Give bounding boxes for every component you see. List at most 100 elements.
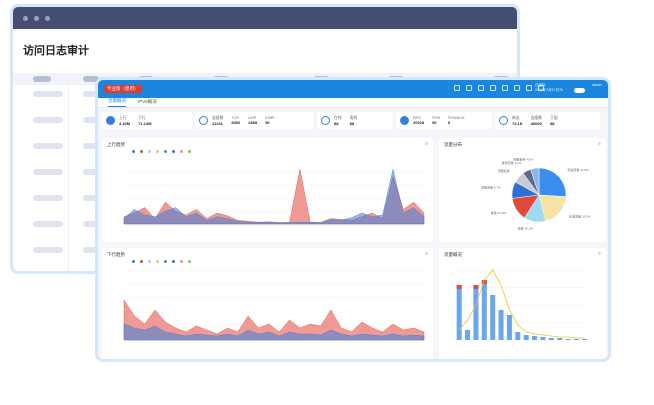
tab-ipv6-overview[interactable]: IPV6概况 [138,99,157,104]
user-icon [321,116,330,125]
bar[interactable] [473,285,479,340]
window-dot-icon[interactable] [34,15,39,21]
panel-menu-icon[interactable]: ≡ [598,141,601,147]
stat-item: 新连 74.1K [512,116,523,126]
code-icon[interactable] [526,85,532,91]
lightning-icon[interactable] [538,85,544,91]
stat-card: 上行 4.33M 下行 71.13M [102,112,192,129]
bar[interactable] [498,310,504,340]
bar[interactable] [532,336,538,340]
series-area [123,169,425,225]
settings-icon[interactable] [514,85,520,91]
legend-swatch[interactable] [148,150,151,153]
panel-title: 下行趋势 [107,252,125,257]
theme-toggle[interactable] [574,88,585,93]
table-row-placeholder [33,117,63,123]
bar-top-segment [481,280,487,284]
traffic-share-pie: 高速流量 22.5% 标准流量 18.3% 流量 19.1% 其他 12.9% 流量流量… [481,156,591,231]
panel-menu-icon[interactable]: ≡ [425,141,428,147]
legend-swatch[interactable] [156,260,159,263]
legend-swatch[interactable] [156,150,159,153]
window-dot-icon[interactable] [45,15,50,21]
table-row-placeholder [33,221,63,227]
bar[interactable] [523,335,529,340]
window-dot-icon[interactable] [23,15,28,21]
bar[interactable] [565,339,571,340]
stat-item: 在线 88 [334,116,342,126]
legend-swatch[interactable] [180,260,183,263]
stat-label: 下行 [138,115,146,120]
bell-icon[interactable] [490,85,496,91]
bar[interactable] [481,280,487,340]
stat-card: 在线 88 离线 88 [317,112,393,129]
chart-legend [132,260,432,263]
series-area [123,299,425,341]
stat-value: 30000 [530,120,542,126]
legend-swatch[interactable] [164,150,167,153]
panel-menu-icon[interactable]: ≡ [425,251,428,257]
legend-swatch[interactable] [140,150,143,153]
bar[interactable] [540,337,546,340]
traffic-share-panel: 流量分布 ≡ 高速流量 22.5% 标准流量 18.3% 流量 19.1% 其他 12… [439,138,606,242]
stat-label: 新连 [512,115,520,120]
stat-label: 离线 [349,115,358,120]
pie-slice[interactable] [538,167,567,197]
panel-title: 流量分布 [444,142,462,147]
stat-item: 下行 71.13M [138,116,151,126]
table-row-placeholder [33,169,63,175]
pie-label: 流量 19.1% [518,226,534,231]
stat-value: 4.33M [119,120,131,126]
dashboard-window: 专业版（稳用） 已运行 2024年7月17日7h admin 流量概况 IPV6… [95,77,611,362]
bar[interactable] [456,285,462,340]
bar-top-segment [456,285,462,289]
stat-item: TCP 8366 [231,116,240,125]
stat-item: 上行 4.33M [119,116,130,126]
traffic-rank-chart [455,269,589,341]
legend-swatch[interactable] [172,260,175,263]
grid-icon[interactable] [502,85,508,91]
bar[interactable] [557,338,563,340]
panel-title: 上行趋势 [107,142,125,147]
bar[interactable] [515,332,521,340]
pie-label: 流量名称 4.6% [513,156,533,161]
bar[interactable] [548,338,554,340]
bar[interactable] [465,330,471,340]
bar[interactable] [582,339,588,340]
legend-swatch[interactable] [140,260,143,263]
legend-swatch[interactable] [188,260,191,263]
panel-title: 流量概况 [444,252,462,257]
stat-value: 8366 [231,120,241,125]
stat-item: SYN/ACK 6 [448,116,465,125]
globe-icon [400,116,409,125]
shield-icon [499,116,508,125]
legend-swatch[interactable] [132,260,135,263]
bar[interactable] [506,315,512,340]
stat-item: 连接数 30000 [531,116,542,126]
legend-swatch[interactable] [188,150,191,153]
legend-swatch[interactable] [148,260,151,263]
fullscreen-icon[interactable] [466,85,472,91]
down-trend-panel: 下行趋势 ≡ [102,248,433,359]
pie-label: 其他流量 4.1% [502,160,522,165]
table-row-placeholder [33,247,63,253]
user-name[interactable]: admin [592,83,602,87]
table-row-placeholder [33,91,63,97]
stat-label: SYN [432,116,440,120]
pie-slice[interactable] [530,167,540,196]
panel-menu-icon[interactable]: ≡ [598,251,601,257]
legend-swatch[interactable] [164,260,167,263]
table-row-placeholder [33,143,63,149]
pie-label: 流量流量 9.7% [481,184,501,189]
legend-swatch[interactable] [180,150,183,153]
line-series [458,269,585,339]
legend-swatch[interactable] [132,150,135,153]
tab-traffic-overview[interactable]: 流量概况 [108,98,126,107]
bar[interactable] [490,295,496,340]
stat-label: SYN/ACK [447,116,465,120]
pie-label: 其他 12.9% [491,210,507,215]
refresh-icon[interactable] [478,85,484,91]
bar[interactable] [573,339,579,340]
tab-bar: 流量概况 IPV6概况 [98,98,608,108]
search-icon[interactable] [454,85,460,91]
legend-swatch[interactable] [172,150,175,153]
